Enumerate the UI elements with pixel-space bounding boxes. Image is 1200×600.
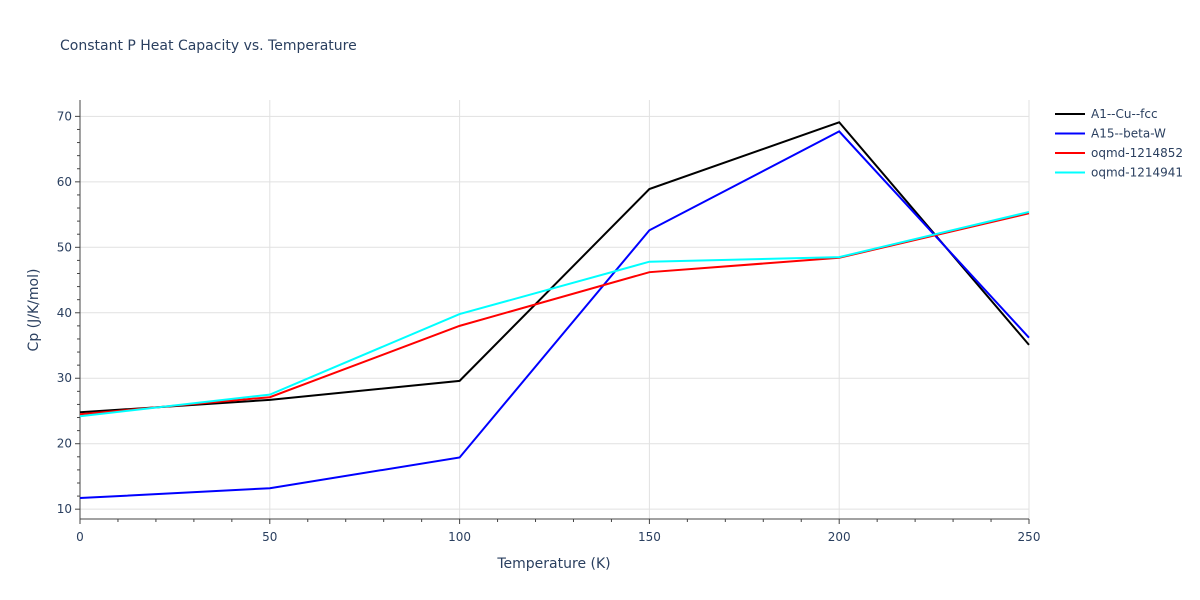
series-line-oqmd-1214941 — [79, 210, 1030, 418]
legend-label: A1--Cu--fcc — [1091, 107, 1158, 121]
y-tick-label: 70 — [57, 109, 72, 123]
legend-item[interactable]: oqmd-1214941 — [1055, 166, 1183, 180]
x-tick-label: 100 — [448, 530, 471, 544]
legend[interactable]: A1--Cu--fcc A15--beta-W oqmd-1214852 oqmd-1… — [1055, 107, 1183, 180]
axes: 0 50 100 150 200 250 10 20 30 40 50 60 70 — [57, 100, 1041, 544]
y-tick-label: 30 — [57, 371, 72, 385]
x-tick-label: 200 — [828, 530, 851, 544]
y-tick-label: 10 — [57, 502, 72, 516]
legend-label: A15--beta-W — [1091, 127, 1166, 141]
x-tick-label: 250 — [1018, 530, 1041, 544]
chart-title: Constant P Heat Capacity vs. Temperature — [60, 38, 357, 54]
legend-item[interactable]: A15--beta-W — [1055, 127, 1166, 141]
legend-label: oqmd-1214941 — [1091, 166, 1183, 180]
legend-item[interactable]: oqmd-1214852 — [1055, 146, 1183, 160]
series-line-A15--beta-W — [79, 130, 1030, 500]
y-tick-label: 50 — [57, 240, 72, 254]
series-lines — [79, 121, 1030, 500]
legend-label: oqmd-1214852 — [1091, 146, 1183, 160]
x-tick-label: 150 — [638, 530, 661, 544]
y-tick-label: 20 — [57, 437, 72, 451]
y-tick-label: 40 — [57, 306, 72, 320]
x-tick-label: 0 — [76, 530, 84, 544]
grid — [80, 100, 1030, 519]
y-tick-label: 60 — [57, 175, 72, 189]
legend-item[interactable]: A1--Cu--fcc — [1055, 107, 1158, 121]
series-line-A1--Cu--fcc — [79, 121, 1030, 414]
x-axis-label: Temperature (K) — [496, 556, 610, 572]
y-axis-label: Cp (J/K/mol) — [26, 269, 42, 352]
series-line-oqmd-1214852 — [79, 212, 1030, 416]
x-tick-label: 50 — [262, 530, 277, 544]
